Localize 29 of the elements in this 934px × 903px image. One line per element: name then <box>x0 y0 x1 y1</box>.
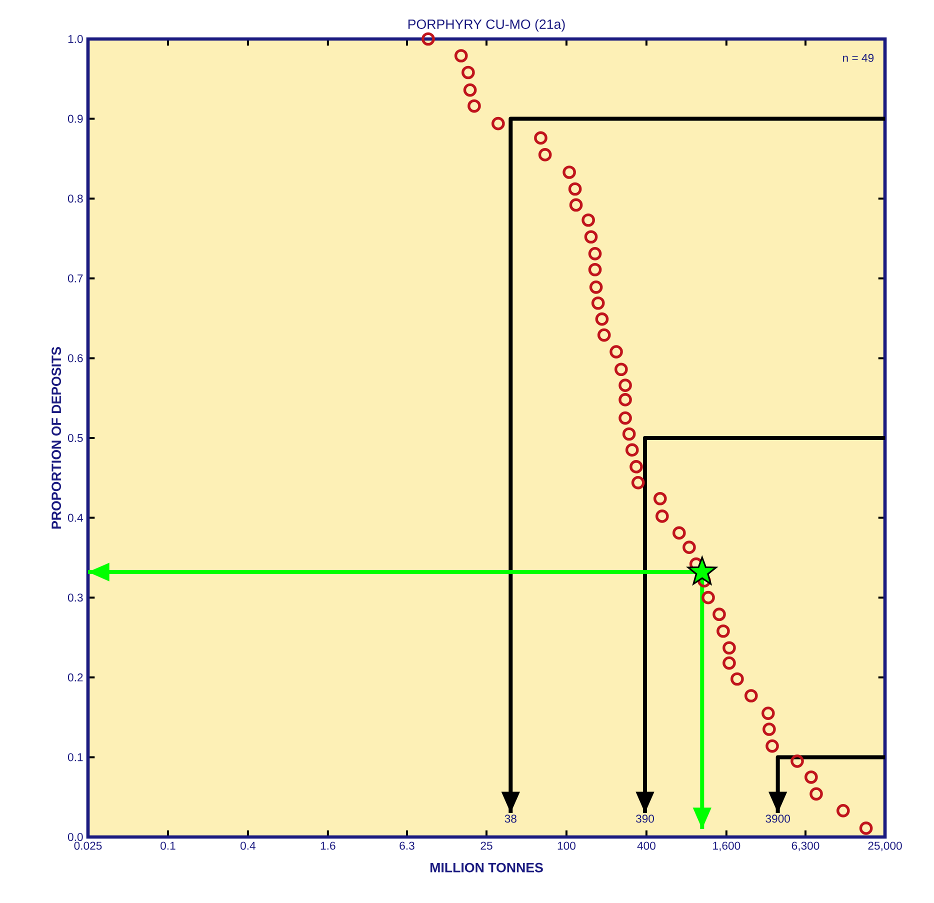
annotation: 390 <box>636 814 654 823</box>
x-tick-label: 25 <box>480 842 492 850</box>
x-tick-label: 400 <box>637 842 656 850</box>
chart-title: PORPHYRY CU-MO (21a) <box>408 19 565 32</box>
x-tick-label: 0.025 <box>74 842 102 850</box>
x-tick-label: 100 <box>558 842 576 850</box>
x-tick-label: 6,300 <box>792 842 820 852</box>
x-tick-label: 1.6 <box>320 842 336 850</box>
y-tick-label: 0.0 <box>68 832 83 842</box>
y-tick-label: 0.8 <box>68 194 83 203</box>
x-tick-label: 1,600 <box>713 842 740 852</box>
y-tick-label: 0.4 <box>68 514 83 522</box>
x-tick-label: 25,000 <box>868 842 902 852</box>
y-tick-label: 0.3 <box>68 594 83 602</box>
y-tick-label: 0.1 <box>68 753 83 762</box>
x-axis-title: MILLION TONNES <box>430 862 543 872</box>
y-tick-label: 0.9 <box>68 114 83 123</box>
x-tick-label: 6.3 <box>400 842 414 850</box>
y-tick-label: 0.7 <box>68 274 83 282</box>
y-tick-label: 0.2 <box>68 673 83 682</box>
y-axis-title: PROPORTION OF DEPOSITS <box>52 347 62 529</box>
y-tick-label: 0.6 <box>68 354 83 362</box>
y-tick-label: 1.0 <box>68 34 83 43</box>
annotation: 3900 <box>766 814 790 823</box>
x-tick-label: 0.4 <box>240 842 256 850</box>
annotation: 38 <box>504 814 516 823</box>
y-tick-label: 0.5 <box>68 434 83 442</box>
x-tick-label: 0.1 <box>160 842 176 850</box>
annotation: n = 49 <box>843 54 874 62</box>
